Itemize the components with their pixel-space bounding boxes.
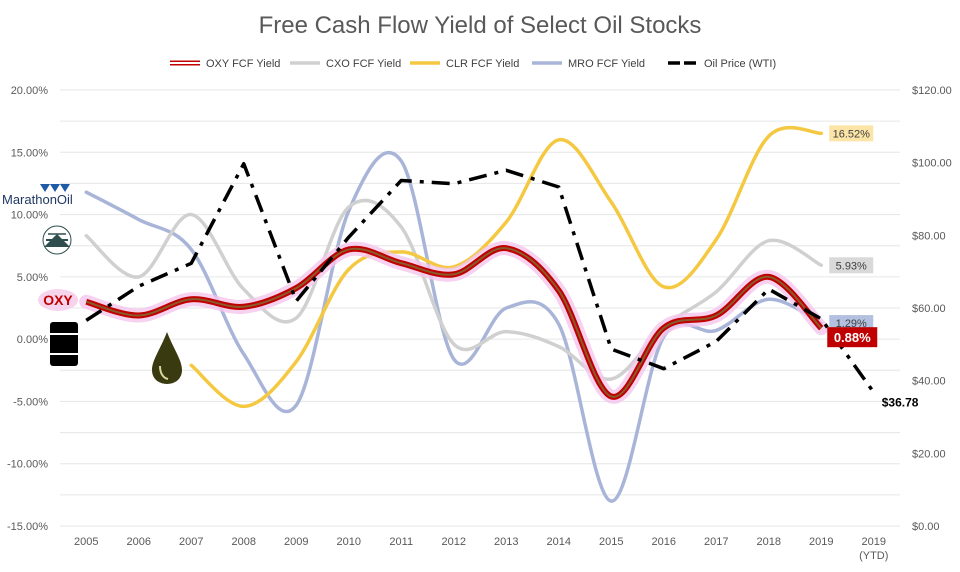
x-tick-label: 2010 xyxy=(337,536,361,548)
x-axis: 2005 2006 2007 2008 2009 2010 2011 2012 2013 2014… xyxy=(74,536,888,562)
legend-mro-label: MRO FCF Yield xyxy=(568,58,645,70)
x-tick-sublabel: (YTD) xyxy=(859,550,888,562)
x-tick-label: 2012 xyxy=(442,536,466,548)
x-tick-label: 2013 xyxy=(494,536,518,548)
right-tick-label: $40.00 xyxy=(912,376,946,388)
gridlines xyxy=(60,89,900,527)
x-tick-label: 2006 xyxy=(127,536,151,548)
oxy-logo: OXY xyxy=(38,289,78,311)
oil-series-line xyxy=(85,162,876,394)
x-tick-label: 2016 xyxy=(652,536,676,548)
left-tick-label: -5.00% xyxy=(13,396,48,408)
left-axis: -15.00% -10.00% -5.00% 0.00% 5.00% 10.00% 15.0… xyxy=(7,85,48,533)
cxo-data-label-box xyxy=(829,257,874,274)
marathon-oil-logo: MarathonOil xyxy=(2,184,73,207)
left-tick-label: 15.00% xyxy=(11,147,49,159)
legend-oxy-label: OXY FCF Yield xyxy=(206,58,280,70)
right-tick-label: $80.00 xyxy=(912,230,946,242)
oil-barrel-icon xyxy=(50,322,78,366)
legend: OXY FCF Yield CXO FCF Yield CLR FCF Yield M… xyxy=(170,58,776,70)
series-lines xyxy=(79,125,876,503)
chart-title: Free Cash Flow Yield of Select Oil Stock… xyxy=(259,12,702,39)
oil-drop-icon xyxy=(152,332,182,384)
oxy-logo-text: OXY xyxy=(43,292,73,308)
left-tick-label: 0.00% xyxy=(17,334,48,346)
x-tick-label: 2015 xyxy=(599,536,623,548)
concho-logo-icon xyxy=(42,225,72,255)
legend-oil-label: Oil Price (WTI) xyxy=(704,58,776,70)
oil-data-label: $36.78 xyxy=(882,395,919,409)
x-tick-label: 2018 xyxy=(757,536,781,548)
oxy-series-glow xyxy=(79,241,829,404)
oxy-data-label: 0.88% xyxy=(834,330,871,345)
legend-clr-label: CLR FCF Yield xyxy=(446,58,519,70)
right-tick-label: $120.00 xyxy=(912,85,952,97)
right-tick-label: $100.00 xyxy=(912,158,952,170)
mro-data-label-box xyxy=(829,315,874,332)
oxy-data-label-box xyxy=(827,327,878,348)
right-axis: $0.00 $20.00 $40.00 $60.00 $80.00 $100.00 $120… xyxy=(912,85,952,533)
mro-data-label: 1.29% xyxy=(836,318,867,330)
marathon-arrows-icon xyxy=(40,184,70,192)
cxo-series-line xyxy=(84,198,823,381)
left-tick-label: 10.00% xyxy=(11,210,49,222)
cxo-data-label: 5.93% xyxy=(836,260,867,272)
left-tick-label: 20.00% xyxy=(11,85,49,97)
x-tick-label: 2014 xyxy=(547,536,571,548)
x-tick-label: 2019 xyxy=(862,536,886,548)
x-tick-label: 2009 xyxy=(284,536,308,548)
x-tick-label: 2017 xyxy=(704,536,728,548)
legend-cxo-label: CXO FCF Yield xyxy=(326,58,401,70)
right-tick-label: $60.00 xyxy=(912,303,946,315)
data-labels: 16.52% 5.93% 1.29%0.88% $36.78 xyxy=(827,125,919,409)
left-tick-label: -10.00% xyxy=(7,459,48,471)
left-tick-label: -15.00% xyxy=(7,521,48,533)
x-tick-label: 2007 xyxy=(179,536,203,548)
oxy-series-inner-line xyxy=(85,247,822,398)
x-tick-label: 2008 xyxy=(232,536,256,548)
x-tick-label: 2011 xyxy=(389,536,413,548)
clr-series-line xyxy=(189,125,823,409)
right-tick-label: $0.00 xyxy=(912,521,940,533)
mro-series-line xyxy=(84,151,823,503)
clr-data-label: 16.52% xyxy=(833,128,871,140)
x-tick-label: 2005 xyxy=(74,536,98,548)
left-tick-label: 5.00% xyxy=(17,272,48,284)
right-tick-label: $20.00 xyxy=(912,448,946,460)
marathon-logo-text: MarathonOil xyxy=(2,192,73,207)
x-tick-label: 2019 xyxy=(809,536,833,548)
clr-data-label-box xyxy=(829,125,874,142)
